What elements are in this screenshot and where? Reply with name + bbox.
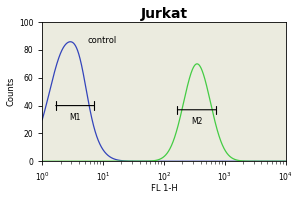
Text: M1: M1 (69, 113, 81, 122)
Y-axis label: Counts: Counts (7, 77, 16, 106)
Text: M2: M2 (191, 117, 202, 126)
Text: control: control (87, 36, 116, 45)
X-axis label: FL 1-H: FL 1-H (151, 184, 177, 193)
Title: Jurkat: Jurkat (140, 7, 188, 21)
